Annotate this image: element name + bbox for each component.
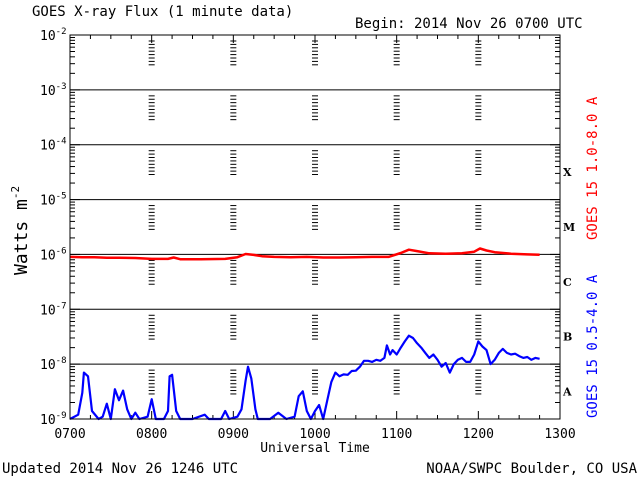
y-axis-label: Watts m-2	[9, 186, 32, 275]
series-group	[69, 247, 540, 421]
x-tick-label: 0700	[54, 427, 85, 442]
x-axis-label: Universal Time	[260, 441, 370, 456]
y-axis-ticks: 10-9 10-8 10-7 10-6 10-5 10-4 10-3 10-2	[40, 27, 560, 428]
flare-class-labels: A B C M X	[562, 166, 575, 398]
flare-class-label: C	[563, 276, 572, 289]
y-tick-label: 10-2	[40, 27, 67, 44]
y-axis-label-group: Watts m-2	[9, 186, 32, 275]
series-label-long: GOES 15 1.0-8.0 A	[585, 96, 601, 240]
chart-title: GOES X-ray Flux (1 minute data)	[32, 4, 293, 20]
x-tick-label: 0800	[136, 427, 167, 442]
gridlines	[70, 89, 560, 365]
source-label: NOAA/SWPC Boulder, CO USA	[426, 461, 637, 477]
x-tick-label: 1000	[299, 427, 330, 442]
x-tick-label: 1200	[463, 427, 494, 442]
series-line	[69, 334, 540, 421]
x-tick-label: 0900	[218, 427, 249, 442]
y-tick-label: 10-6	[40, 246, 67, 263]
plot-frame	[69, 34, 561, 420]
flare-class-label: B	[563, 331, 572, 344]
series-label-short: GOES 15 0.5-4.0 A	[585, 274, 601, 418]
hour-dotted-markers	[148, 40, 482, 395]
flare-class-label: M	[563, 221, 575, 234]
x-tick-label: 1100	[381, 427, 412, 442]
y-tick-label: 10-8	[40, 356, 67, 373]
begin-label: Begin: 2014 Nov 26 0700 UTC	[355, 16, 583, 32]
x-axis-ticks: 0700 0800 0900 1000 1100 1200 1300	[54, 35, 576, 442]
y-tick-label: 10-5	[40, 192, 67, 209]
series-line	[69, 247, 540, 261]
y-tick-label: 10-9	[40, 411, 67, 428]
flare-class-label: X	[563, 166, 572, 179]
y-tick-label: 10-4	[40, 137, 67, 154]
y-tick-label: 10-3	[40, 82, 67, 99]
flare-class-label: A	[562, 386, 572, 399]
updated-label: Updated 2014 Nov 26 1246 UTC	[2, 461, 238, 477]
x-tick-label: 1300	[544, 427, 575, 442]
y-tick-label: 10-7	[40, 301, 67, 318]
